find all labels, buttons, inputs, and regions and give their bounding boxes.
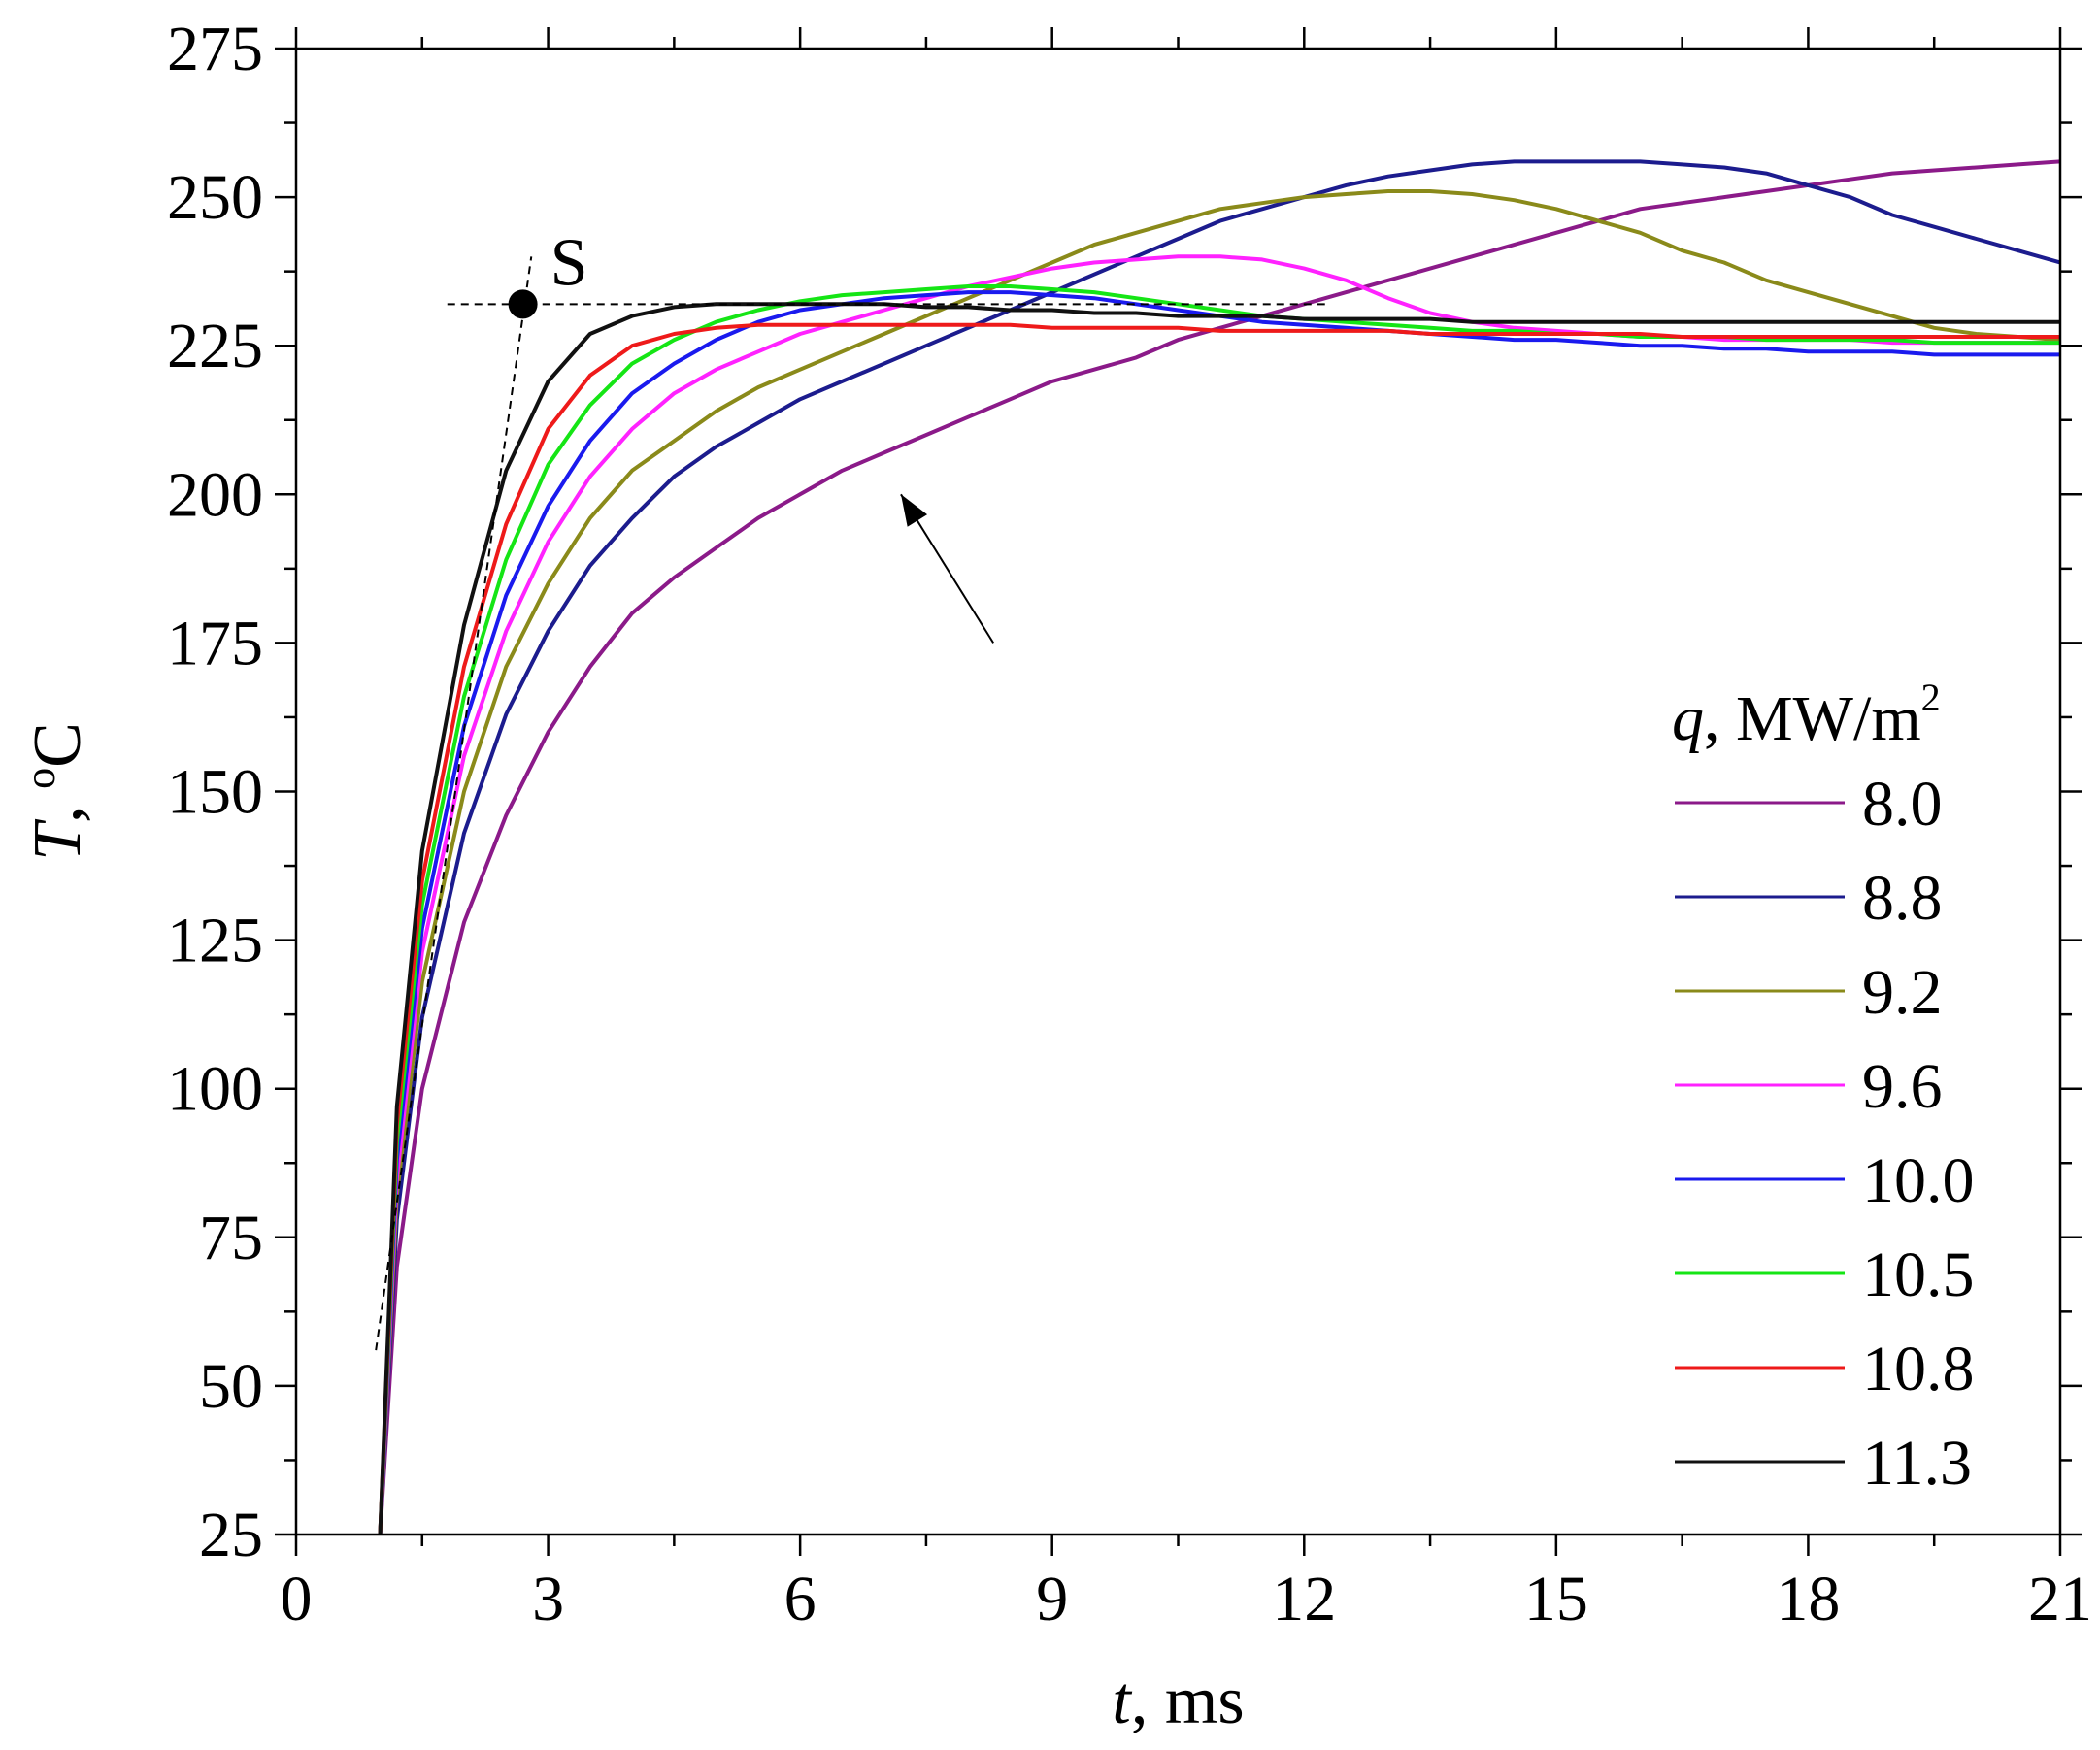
point-s-label: S <box>550 225 588 300</box>
x-axis-var: t <box>1112 1664 1132 1738</box>
series-line-10.0 <box>378 290 2060 1535</box>
legend-label-11.3: 11.3 <box>1862 1428 1972 1499</box>
y-tick-label: 200 <box>167 459 263 530</box>
series-lines <box>378 159 2060 1535</box>
x-tick-label: 3 <box>532 1564 564 1634</box>
x-tick-label: 6 <box>784 1564 817 1634</box>
plot-area <box>378 159 2060 1535</box>
x-tick-label: 15 <box>1524 1564 1588 1634</box>
y-tick-label: 250 <box>167 162 263 233</box>
y-tick-label: 100 <box>167 1054 263 1125</box>
legend-title-sup: 2 <box>1921 676 1941 719</box>
legend-title-unit: , MW/m <box>1704 683 1921 754</box>
legend-label-10.0: 10.0 <box>1862 1145 1975 1216</box>
arrow-head <box>900 494 928 527</box>
series-line-10.8 <box>378 322 2060 1535</box>
y-tick-label: 50 <box>199 1351 263 1422</box>
legend-label-9.2: 9.2 <box>1862 957 1943 1028</box>
x-tick-label: 9 <box>1036 1564 1068 1634</box>
legend-label-8.8: 8.8 <box>1862 863 1943 934</box>
y-axis-degree: o <box>17 768 64 789</box>
x-tick-label: 12 <box>1272 1564 1336 1634</box>
series-line-9.2 <box>378 189 2060 1535</box>
axes: 0 3 6 9 12 15 18 21 25 50 75 100 125 150 175 200 225 250 2… <box>17 14 2092 1738</box>
legend-label-10.5: 10.5 <box>1862 1239 1975 1310</box>
tangent-dashed-line <box>375 256 533 1351</box>
y-axis-title: T, oC <box>17 722 95 861</box>
legend-label-9.6: 9.6 <box>1862 1051 1943 1122</box>
x-tick-label: 0 <box>281 1564 313 1634</box>
annotations: S <box>375 225 1330 1351</box>
y-axis-var: T <box>20 818 95 861</box>
y-tick-label: 225 <box>167 311 263 381</box>
y-tick-label: 150 <box>167 757 263 828</box>
x-axis-title: t, ms <box>1112 1664 1244 1738</box>
series-line-11.3 <box>378 302 2060 1535</box>
y-tick-label: 175 <box>167 608 263 678</box>
y-axis-sep: , <box>20 789 95 823</box>
point-s-marker <box>508 289 538 319</box>
series-line-10.5 <box>378 284 2060 1535</box>
legend: q, MW/m2 8.0 8.8 9.2 9.6 10.0 10.5 10.8 11.3 <box>1672 676 1975 1499</box>
x-tick-label: 18 <box>1776 1564 1840 1634</box>
y-tick-label: 25 <box>199 1500 263 1570</box>
series-line-8.8 <box>378 159 2060 1535</box>
y-tick-label: 125 <box>167 906 263 976</box>
series-line-8.0 <box>378 159 2060 1535</box>
y-axis-unit: C <box>20 722 95 768</box>
legend-title-var: q <box>1672 683 1704 754</box>
legend-title: q, MW/m2 <box>1672 676 1941 754</box>
legend-label-10.8: 10.8 <box>1862 1334 1975 1404</box>
legend-label-8.0: 8.0 <box>1862 769 1943 840</box>
x-tick-label: 21 <box>2028 1564 2092 1634</box>
x-axis-unit: , ms <box>1131 1664 1245 1738</box>
y-tick-label: 75 <box>199 1203 263 1273</box>
y-tick-label: 275 <box>167 14 263 84</box>
